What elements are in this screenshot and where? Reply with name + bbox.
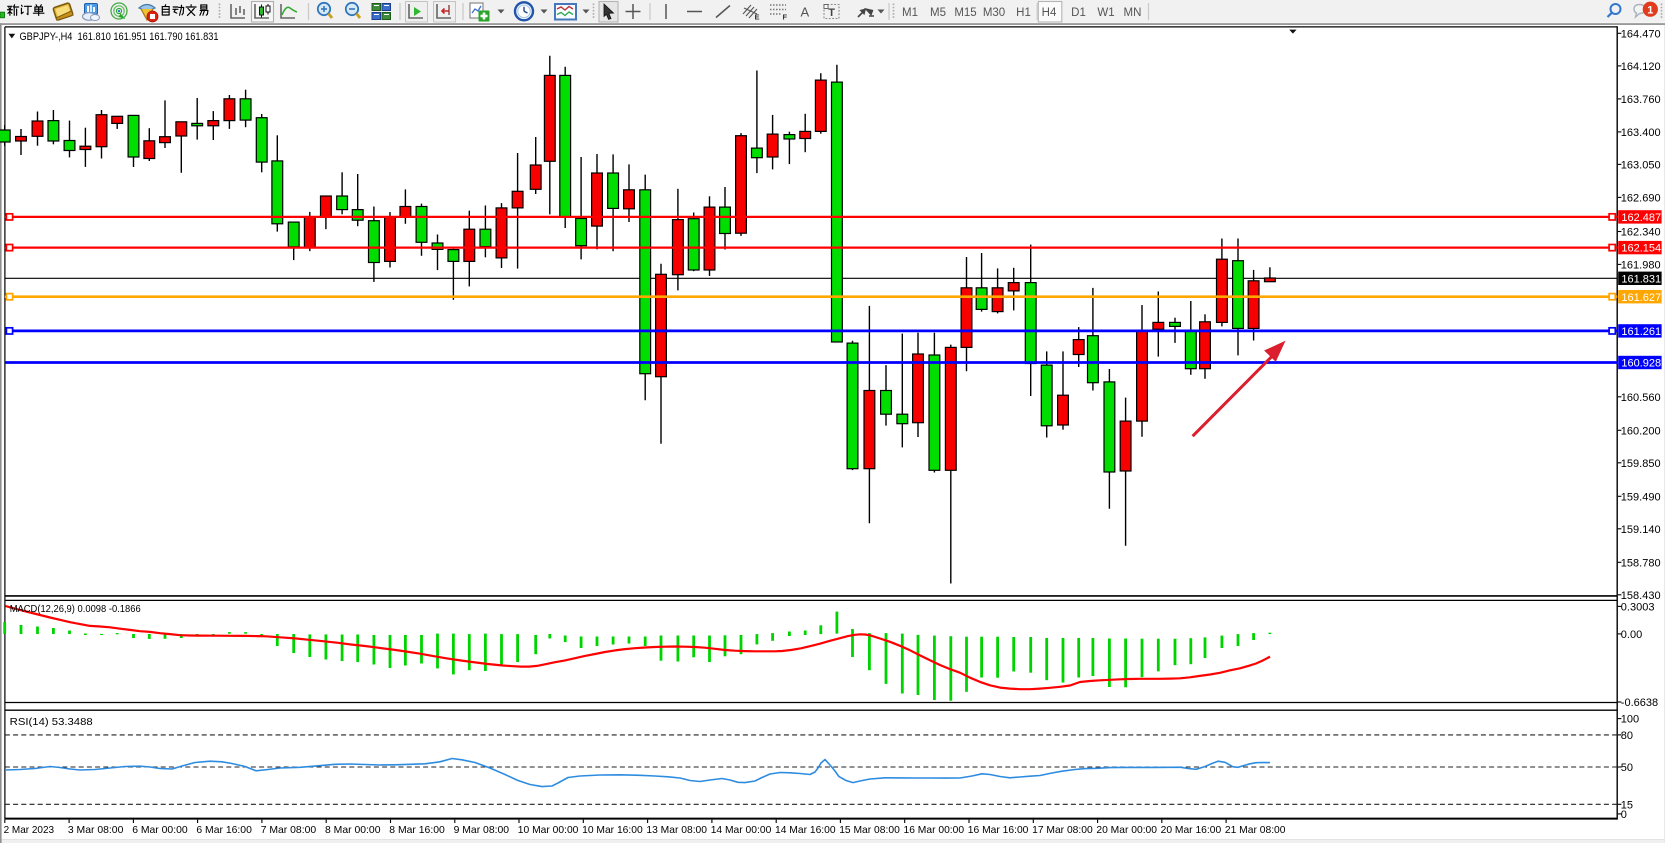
svg-text:M1: M1 xyxy=(902,7,918,19)
svg-text:100: 100 xyxy=(1621,714,1639,726)
svg-text:H4: H4 xyxy=(1042,7,1057,19)
svg-text:21 Mar 08:00: 21 Mar 08:00 xyxy=(1225,824,1286,836)
svg-text:14 Mar 00:00: 14 Mar 00:00 xyxy=(711,824,772,836)
svg-text:161.980: 161.980 xyxy=(1621,259,1661,271)
svg-text:16 Mar 16:00: 16 Mar 16:00 xyxy=(968,824,1029,836)
svg-text:162.154: 162.154 xyxy=(1621,243,1661,255)
svg-text:159.140: 159.140 xyxy=(1621,524,1661,536)
svg-text:T: T xyxy=(828,7,835,19)
svg-text:161.261: 161.261 xyxy=(1621,326,1661,338)
svg-text:16 Mar 00:00: 16 Mar 00:00 xyxy=(904,824,965,836)
svg-text:A: A xyxy=(801,5,810,20)
svg-text:0.3003: 0.3003 xyxy=(1621,601,1655,613)
svg-text:6 Mar 00:00: 6 Mar 00:00 xyxy=(132,824,188,836)
svg-text:E: E xyxy=(755,13,760,22)
svg-text:14 Mar 16:00: 14 Mar 16:00 xyxy=(775,824,836,836)
svg-text:6 Mar 16:00: 6 Mar 16:00 xyxy=(196,824,252,836)
svg-text:163.050: 163.050 xyxy=(1621,159,1661,171)
svg-text:161.627: 161.627 xyxy=(1621,292,1661,304)
svg-text:160.200: 160.200 xyxy=(1621,425,1661,437)
svg-text:160.928: 160.928 xyxy=(1621,358,1661,370)
svg-text:15: 15 xyxy=(1621,799,1633,811)
svg-text:7 Mar 08:00: 7 Mar 08:00 xyxy=(261,824,317,836)
svg-text:RSI(14) 53.3488: RSI(14) 53.3488 xyxy=(10,716,93,728)
svg-text:162.487: 162.487 xyxy=(1621,212,1661,224)
svg-text:164.470: 164.470 xyxy=(1621,28,1661,40)
svg-text:10 Mar 00:00: 10 Mar 00:00 xyxy=(518,824,579,836)
svg-text:15 Mar 08:00: 15 Mar 08:00 xyxy=(839,824,900,836)
svg-text:0.00: 0.00 xyxy=(1621,629,1642,641)
svg-text:8 Mar 00:00: 8 Mar 00:00 xyxy=(325,824,381,836)
svg-text:164.120: 164.120 xyxy=(1621,61,1661,73)
svg-text:10 Mar 16:00: 10 Mar 16:00 xyxy=(582,824,643,836)
svg-text:M15: M15 xyxy=(954,7,976,19)
svg-text:D1: D1 xyxy=(1071,7,1086,19)
svg-text:H1: H1 xyxy=(1016,7,1031,19)
svg-text:17 Mar 08:00: 17 Mar 08:00 xyxy=(1032,824,1093,836)
svg-text:13 Mar 08:00: 13 Mar 08:00 xyxy=(646,824,707,836)
svg-text:159.490: 159.490 xyxy=(1621,491,1661,503)
svg-text:M5: M5 xyxy=(930,7,946,19)
svg-text:20 Mar 16:00: 20 Mar 16:00 xyxy=(1161,824,1222,836)
svg-text:3 Mar 08:00: 3 Mar 08:00 xyxy=(68,824,124,836)
svg-text:-0.6638: -0.6638 xyxy=(1621,697,1658,709)
svg-text:9 Mar 08:00: 9 Mar 08:00 xyxy=(454,824,510,836)
svg-text:0: 0 xyxy=(1621,809,1627,821)
svg-text:F: F xyxy=(783,13,788,22)
svg-text:MN: MN xyxy=(1124,7,1142,19)
svg-text:159.850: 159.850 xyxy=(1621,458,1661,470)
svg-text:161.831: 161.831 xyxy=(1621,273,1661,285)
svg-text:158.780: 158.780 xyxy=(1621,557,1661,569)
svg-text:50: 50 xyxy=(1621,762,1633,774)
svg-text:163.760: 163.760 xyxy=(1621,94,1661,106)
svg-text:80: 80 xyxy=(1621,730,1633,742)
svg-text:163.400: 163.400 xyxy=(1621,127,1661,139)
svg-text:162.690: 162.690 xyxy=(1621,192,1661,204)
svg-text:1: 1 xyxy=(1647,4,1653,16)
svg-text:8 Mar 16:00: 8 Mar 16:00 xyxy=(389,824,445,836)
svg-text:GBPJPY-,H4 161.810 161.951 16: GBPJPY-,H4 161.810 161.951 161.790 161.8… xyxy=(20,31,219,43)
svg-text:W1: W1 xyxy=(1097,7,1114,19)
svg-text:2 Mar 2023: 2 Mar 2023 xyxy=(4,824,55,836)
svg-text:162.340: 162.340 xyxy=(1621,227,1661,239)
svg-text:20 Mar 00:00: 20 Mar 00:00 xyxy=(1096,824,1157,836)
svg-text:160.560: 160.560 xyxy=(1621,392,1661,404)
svg-text:M30: M30 xyxy=(983,7,1005,19)
svg-text:158.430: 158.430 xyxy=(1621,590,1661,602)
svg-text:MACD(12,26,9) 0.0098 -0.1866: MACD(12,26,9) 0.0098 -0.1866 xyxy=(10,603,141,615)
